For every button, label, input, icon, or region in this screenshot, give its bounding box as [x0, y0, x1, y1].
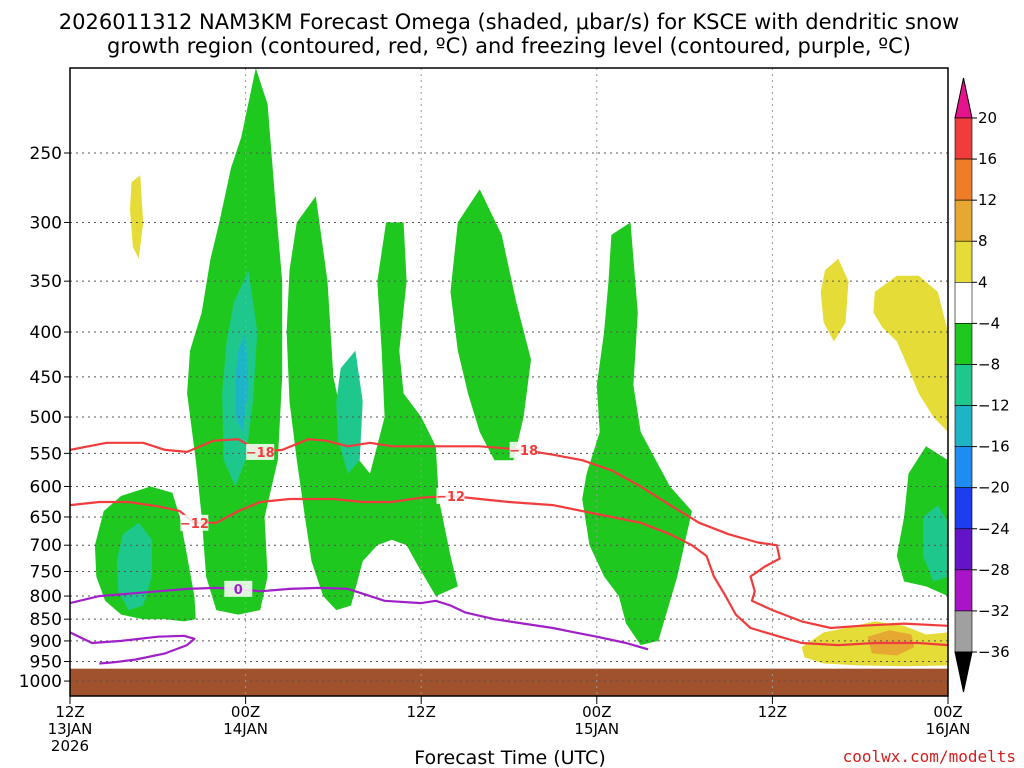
y-tick-label: 250 — [30, 144, 62, 164]
freezing-contour-0b — [70, 631, 196, 665]
y-tick-label: 800 — [30, 587, 62, 607]
y-tick-label: 550 — [30, 444, 62, 464]
dgz-contour-minus12-label: −12 — [180, 517, 209, 532]
plot-frame — [69, 67, 949, 697]
omega-region-8 — [116, 522, 152, 611]
colorbar-bottom-arrow — [954, 651, 973, 693]
dgz-contour-minus12-label-bg — [436, 487, 465, 504]
dgz-contour-minus18-label: −18 — [246, 446, 275, 461]
omega-region-3 — [286, 196, 458, 611]
freezing-contour-0 — [70, 586, 649, 651]
x-tick-label: 00Z — [582, 703, 611, 721]
dgz-contour-minus12-label-bg — [180, 514, 209, 531]
colorbar-label: −28 — [978, 561, 1010, 579]
chart-title-line-2: growth region (contoured, red, ºC) and f… — [107, 34, 911, 58]
colorbar-top-arrow — [954, 77, 973, 119]
freezing-contour-0-label-bg — [224, 580, 253, 597]
ground-layer — [70, 668, 948, 696]
y-tick-label: 850 — [30, 610, 62, 630]
y-tick-label: 650 — [30, 508, 62, 528]
colorbar-label: 8 — [978, 232, 988, 250]
x-tick-label: 14JAN — [223, 720, 268, 738]
y-tick-label: 500 — [30, 408, 62, 428]
colorbar-segment — [954, 446, 973, 488]
colorbar-label: 12 — [978, 191, 997, 209]
ground-fill — [70, 668, 948, 696]
colorbar-label: 20 — [978, 109, 997, 127]
x-tick-label: 12Z — [55, 703, 84, 721]
dgz-contour-minus12-label: −12 — [436, 490, 465, 505]
y-tick-label: 1000 — [19, 672, 62, 692]
contour-layer: −18 −18 −12 −12 0 — [70, 438, 948, 665]
colorbar-label: −16 — [978, 438, 1010, 456]
colorbar-segment — [954, 364, 973, 406]
y-tick-label: 600 — [30, 477, 62, 497]
colorbar-label: −32 — [978, 602, 1010, 620]
grid-layer — [70, 68, 948, 696]
colorbar-segment — [954, 528, 973, 571]
omega-region-12 — [820, 258, 849, 342]
colorbar-label: 4 — [978, 273, 988, 291]
omega-region-14 — [130, 175, 144, 259]
colorbar-label: −36 — [978, 643, 1010, 661]
colorbar-label: −4 — [978, 314, 1000, 332]
x-tick-label: 16JAN — [926, 720, 971, 738]
colorbar-label: −12 — [978, 397, 1010, 415]
credit-text[interactable]: coolwx.com/modelts — [843, 747, 1016, 766]
dgz-contour-minus18 — [70, 438, 948, 630]
x-tick-label: 00Z — [231, 703, 260, 721]
y-tick-label: 350 — [30, 272, 62, 292]
colorbar-label: 16 — [978, 150, 997, 168]
dgz-contour-minus18-label-bg — [509, 441, 538, 458]
x-tick-label: 12Z — [407, 703, 436, 721]
dgz-contour-minus18-label-bg — [246, 443, 275, 460]
x-tick-label: 00Z — [933, 703, 962, 721]
colorbar-segment — [954, 240, 973, 283]
chart-title-line-1: 2026011312 NAM3KM Forecast Omega (shaded… — [59, 10, 959, 34]
x-tick-label: 15JAN — [574, 720, 619, 738]
colorbar-segment — [954, 282, 973, 324]
x-tick-label: 2026 — [51, 737, 89, 755]
x-axis-label: Forecast Time (UTC) — [414, 747, 605, 768]
x-tick-label: 12Z — [758, 703, 787, 721]
colorbar-segment — [954, 323, 973, 365]
omega-shading-layer — [94, 68, 948, 667]
colorbar-label: −20 — [978, 479, 1010, 497]
colorbar-label: −24 — [978, 520, 1010, 538]
omega-region-9 — [336, 350, 363, 474]
colorbar: 20 16 12 8 4 −4 −8 −12 −16 −20 −24 −28 −32 −36 — [954, 77, 1010, 693]
colorbar-label: −8 — [978, 355, 1000, 373]
pressure-axis: 2503003504004505005506006507007508008509… — [19, 144, 70, 692]
omega-region-10 — [923, 505, 948, 582]
y-tick-label: 400 — [30, 323, 62, 343]
y-tick-label: 300 — [30, 213, 62, 233]
y-tick-label: 750 — [30, 562, 62, 582]
freezing-contour-0-label: 0 — [234, 583, 243, 598]
omega-region-5 — [582, 222, 692, 646]
colorbar-segment — [954, 405, 973, 447]
colorbar-segment — [954, 117, 973, 160]
colorbar-segment — [954, 158, 973, 201]
y-tick-label: 950 — [30, 653, 62, 673]
omega-region-4 — [450, 189, 531, 461]
y-tick-label: 700 — [30, 536, 62, 556]
x-tick-label: 13JAN — [48, 720, 93, 738]
omega-region-13 — [873, 275, 948, 432]
colorbar-segment — [954, 610, 973, 653]
colorbar-segment — [954, 569, 973, 612]
y-tick-label: 450 — [30, 368, 62, 388]
y-tick-label: 900 — [30, 632, 62, 652]
colorbar-segment — [954, 199, 973, 242]
colorbar-segment — [954, 487, 973, 530]
dgz-contour-minus18-label: −18 — [509, 444, 538, 459]
